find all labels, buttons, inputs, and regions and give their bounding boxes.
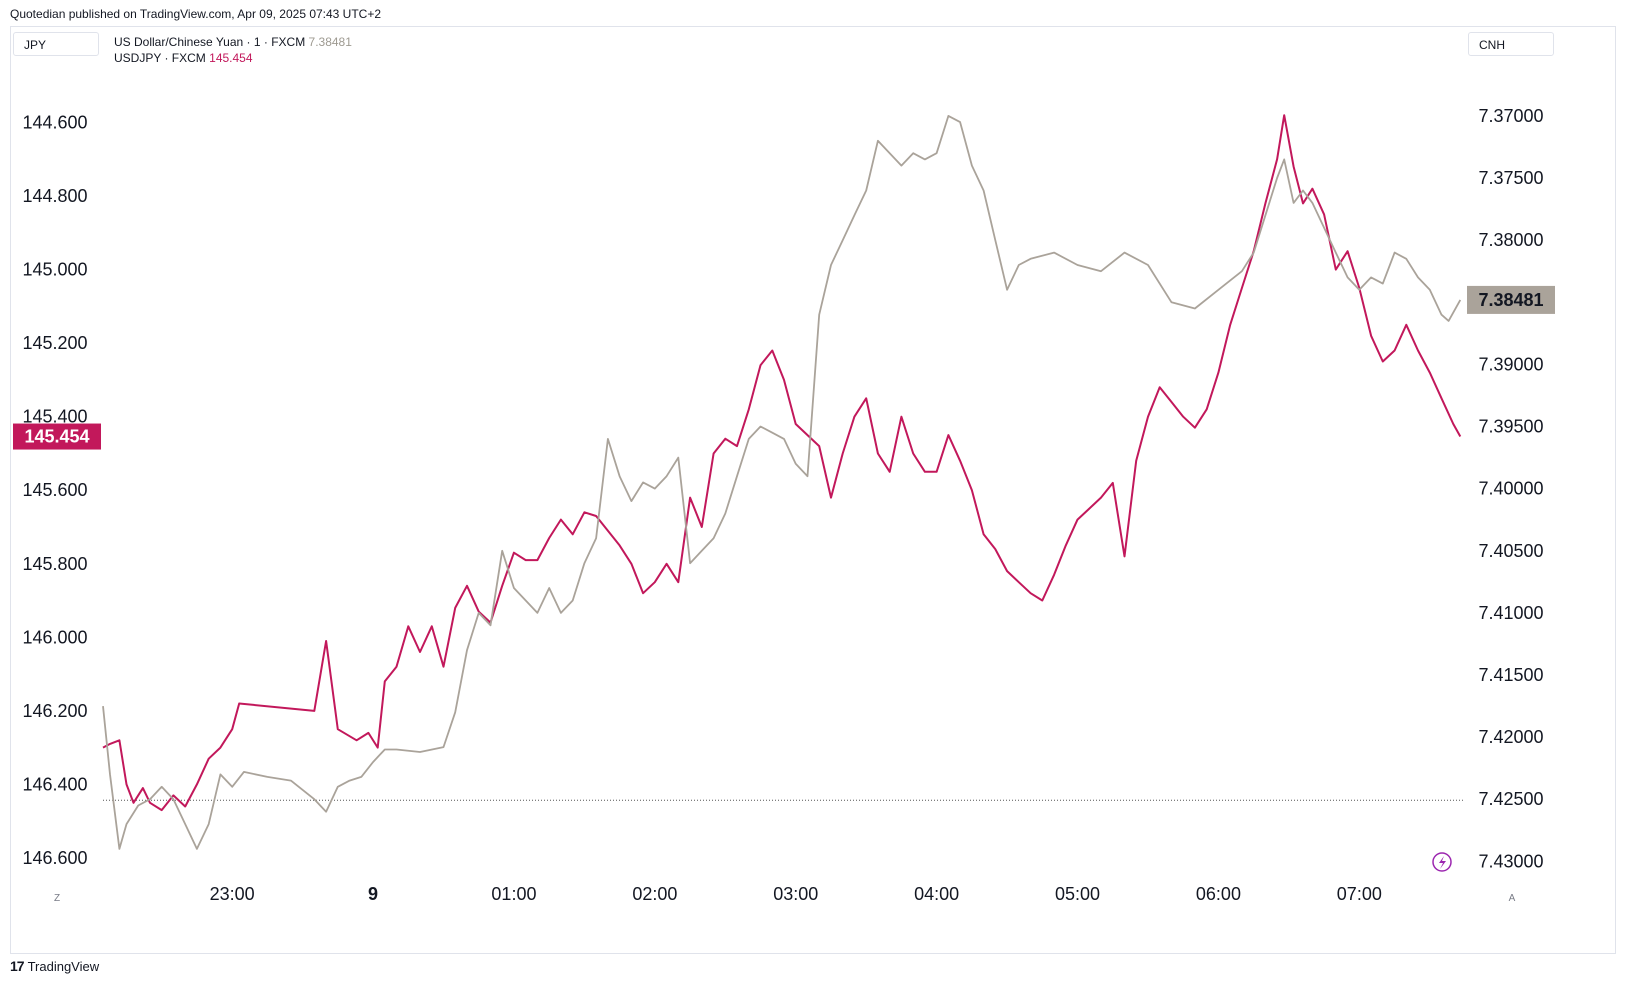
x-axis-tick-label: 07:00 (1337, 884, 1382, 904)
publisher-line: Quotedian published on TradingView.com, … (10, 7, 382, 21)
corner-right-label[interactable]: A (1509, 893, 1516, 904)
right-axis-tick-label: 7.41500 (1478, 665, 1543, 685)
right-axis-tick-label: 7.40000 (1478, 479, 1543, 499)
x-axis-tick-label: 04:00 (914, 884, 959, 904)
x-axis-tick-label: 23:00 (210, 884, 255, 904)
x-axis-tick-label: 06:00 (1196, 884, 1241, 904)
right-axis-tick-label: 7.40500 (1478, 541, 1543, 561)
series-line-usdjpy[interactable] (102, 114, 1462, 812)
cnh-last-value-label: 7.38481 (1478, 290, 1543, 310)
x-axis-tick-label: 02:00 (632, 884, 677, 904)
jpy-last-value-badge (13, 423, 101, 450)
legend-jpy-name: USDJPY · FXCM (114, 51, 206, 65)
corner-left-label[interactable]: Z (54, 893, 60, 904)
tradingview-logo-icon: 17 (10, 958, 25, 974)
right-axis-tick-label: 7.42000 (1478, 727, 1543, 747)
x-axis-tick-label: 03:00 (773, 884, 818, 904)
chart-frame (10, 26, 1616, 954)
footer: 17 TradingView (10, 958, 99, 974)
right-axis-tick-label: 7.38000 (1478, 230, 1543, 250)
lightning-bolt-icon (1439, 856, 1446, 869)
right-axis-tick-label: 7.37500 (1478, 168, 1543, 188)
left-axis-tick-label: 144.800 (22, 186, 87, 206)
left-axis-tick-label: 146.200 (22, 701, 87, 721)
left-axis-tick-label: 145.000 (22, 260, 87, 280)
lightning-icon[interactable] (1432, 852, 1452, 872)
x-axis-tick-label: 9 (368, 884, 378, 904)
x-axis-tick-label: 05:00 (1055, 884, 1100, 904)
right-axis-tick-label: 7.37000 (1478, 106, 1543, 126)
legend: US Dollar/Chinese Yuan · 1 · FXCM 7.3848… (114, 34, 352, 66)
right-axis-tick-label: 7.39500 (1478, 417, 1543, 437)
series-line-usdcnh[interactable] (102, 115, 1462, 850)
legend-row-jpy[interactable]: USDJPY · FXCM 145.454 (114, 50, 352, 66)
left-axis-tick-label: 145.800 (22, 554, 87, 574)
legend-cnh-name: US Dollar/Chinese Yuan · 1 · FXCM (114, 35, 306, 49)
left-axis-tick-label: 144.600 (22, 113, 87, 133)
right-axis-tick-label: 7.41000 (1478, 603, 1543, 623)
jpy-last-value-label: 145.454 (24, 427, 89, 447)
x-axis-tick-label: 01:00 (491, 884, 536, 904)
legend-row-cnh[interactable]: US Dollar/Chinese Yuan · 1 · FXCM 7.3848… (114, 34, 352, 50)
left-unit-label[interactable]: JPY (13, 32, 99, 56)
left-axis-tick-label: 146.600 (22, 848, 87, 868)
left-axis-tick-label: 145.400 (22, 407, 87, 427)
legend-jpy-value: 145.454 (209, 51, 253, 65)
left-axis-tick-label: 146.000 (22, 627, 87, 647)
legend-cnh-value: 7.38481 (308, 35, 352, 49)
right-axis-tick-label: 7.39000 (1478, 354, 1543, 374)
cnh-last-value-badge (1467, 285, 1555, 314)
footer-brand: TradingView (27, 958, 100, 974)
left-axis-tick-label: 145.200 (22, 333, 87, 353)
right-axis-tick-label: 7.43000 (1478, 851, 1543, 871)
left-axis-tick-label: 146.400 (22, 774, 87, 794)
right-unit-label[interactable]: CNH (1468, 32, 1554, 56)
left-axis-tick-label: 145.600 (22, 480, 87, 500)
right-axis-tick-label: 7.42500 (1478, 789, 1543, 809)
